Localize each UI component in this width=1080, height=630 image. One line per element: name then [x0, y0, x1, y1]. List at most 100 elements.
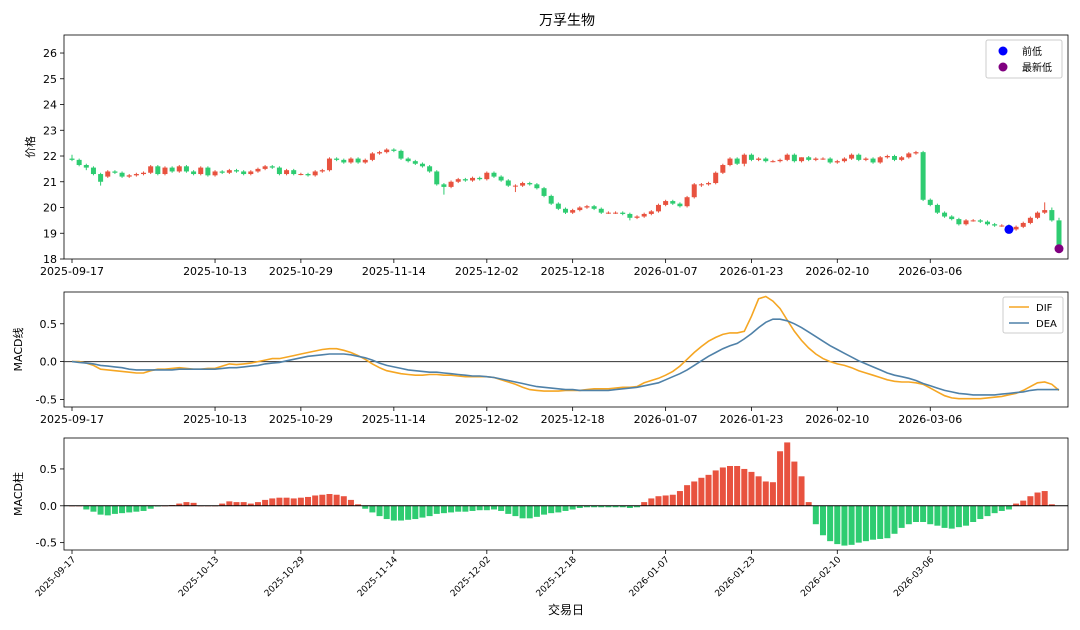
candle-body [956, 219, 962, 225]
macd-bar [541, 505, 548, 515]
candle-body [863, 158, 869, 160]
macd-bar [648, 498, 655, 506]
macd-bar [762, 481, 769, 506]
candle-body [527, 183, 533, 185]
macd-bar [462, 505, 469, 512]
macd-bar [512, 505, 519, 517]
plot-frame [63, 34, 1069, 260]
candle-body [169, 167, 175, 172]
macd-bar [412, 505, 419, 520]
candle-body [884, 156, 890, 158]
macd-bar [283, 497, 290, 506]
y-tick-label: 0.5 [40, 463, 58, 476]
candle-body [1020, 222, 1026, 227]
chart-title: 万孚生物 [539, 13, 595, 29]
candle-body [791, 154, 797, 162]
macd-bar [583, 505, 590, 508]
candle-body [756, 158, 762, 160]
x-tick-label: 2025-10-13 [177, 555, 221, 599]
macd-bar [934, 505, 941, 526]
candle-body [913, 152, 919, 154]
macd-bar [533, 505, 540, 517]
candle-body [76, 159, 82, 166]
macd-bar [405, 505, 412, 520]
candle-body [419, 163, 425, 167]
macd-bar [841, 505, 848, 546]
candle-body [834, 161, 840, 163]
y-tick-label: 19 [43, 227, 57, 240]
candle-body [69, 158, 75, 160]
x-tick-label: 2026-01-07 [628, 555, 672, 599]
macd-bar [433, 505, 440, 514]
y-tick-label: 0.5 [40, 318, 58, 331]
macd-bar [619, 505, 626, 508]
candle-body [326, 158, 332, 171]
candle-body [405, 158, 411, 162]
macd-bar [769, 482, 776, 506]
candle-body [784, 154, 790, 160]
macd-bar [684, 485, 691, 506]
x-tick-label: 2025-12-18 [541, 265, 605, 278]
macd-bar [326, 494, 333, 506]
y-tick-label: 0.0 [40, 500, 58, 513]
macd-bar [920, 505, 927, 522]
x-tick-label: 2026-03-06 [892, 555, 936, 599]
macd-bar [469, 505, 476, 511]
macd-bar [104, 505, 111, 516]
x-axis-label: 交易日 [548, 602, 584, 617]
macd-bar [319, 494, 326, 506]
macd-bar [90, 505, 97, 512]
macd-bar [912, 505, 919, 522]
macd-bar [805, 502, 812, 506]
candle-body [427, 166, 433, 172]
candle-body [398, 150, 404, 159]
candle-body [434, 171, 440, 185]
candle-body [505, 180, 511, 186]
candle-body [1049, 210, 1055, 221]
macd-bar [97, 505, 104, 515]
x-tick-label: 2025-10-29 [269, 265, 333, 278]
macd-bar [691, 481, 698, 506]
candle-body [562, 208, 569, 213]
macd-bar [440, 505, 447, 514]
candle-body [98, 174, 104, 182]
candle-body [412, 161, 418, 164]
candle-body [899, 157, 905, 160]
y-axis-label: MACD线 [11, 328, 25, 372]
candle-body [748, 154, 754, 160]
macd-bar [705, 474, 712, 506]
candle-body [391, 149, 397, 151]
macd-bar [490, 505, 497, 510]
macd-bar [927, 505, 934, 525]
macd-bar [111, 505, 118, 514]
candle-body [148, 166, 154, 173]
macd-bar [819, 505, 826, 536]
candle-body [348, 158, 354, 163]
candle-body [384, 149, 390, 153]
candle-body [534, 184, 540, 189]
macd-bar [226, 501, 233, 506]
macd-bar [598, 505, 605, 508]
candle-body [298, 174, 304, 176]
x-tick-label: 2025-12-18 [541, 413, 605, 426]
candle-body [999, 225, 1005, 227]
candle-body [291, 170, 297, 175]
macd-bar [176, 503, 183, 506]
x-tick-label: 2025-11-14 [362, 265, 426, 278]
macd-bar [755, 476, 762, 506]
candle-body [119, 172, 125, 177]
macd-bar [848, 505, 855, 545]
x-tick-label: 2025-10-29 [269, 413, 333, 426]
macd-bar [505, 505, 512, 514]
x-tick-label: 2025-12-02 [455, 265, 519, 278]
y-tick-label: -0.5 [36, 393, 57, 406]
candle-body [355, 158, 361, 163]
candle-body [777, 159, 783, 162]
candle-body [598, 208, 604, 213]
candle-body [262, 166, 268, 169]
x-tick-label: 2025-09-17 [34, 555, 78, 599]
candle-body [198, 167, 204, 175]
candle-body [105, 171, 111, 177]
candle-body [820, 158, 826, 160]
